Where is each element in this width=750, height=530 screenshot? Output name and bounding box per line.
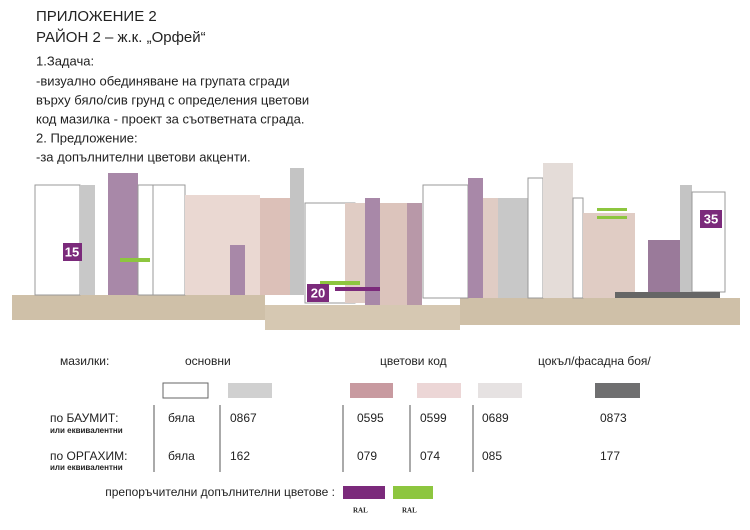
code: 0595 <box>357 411 384 425</box>
row-name: по ОРГАХИМ: <box>50 449 128 463</box>
swatches <box>153 382 640 499</box>
row-note: или еквивалентни <box>50 426 123 435</box>
code: 0873 <box>600 411 627 425</box>
subtitle: РАЙОН 2 – ж.к. „Орфей“ <box>36 28 206 46</box>
heading: цокъл/фасадна боя/ <box>538 354 651 368</box>
ral: RAL <box>353 507 368 515</box>
code: 0867 <box>230 411 257 425</box>
marker: 15 <box>65 244 79 259</box>
code: бяла <box>168 449 195 463</box>
marker: 20 <box>311 285 325 300</box>
row-name: по БАУМИТ: <box>50 411 119 425</box>
heading: мазилки: <box>60 354 109 368</box>
ral: RAL <box>402 507 417 515</box>
skyline <box>12 163 740 330</box>
code: 085 <box>482 449 502 463</box>
note: -визуално обединяване на групата сгради <box>36 73 290 88</box>
title: ПРИЛОЖЕНИЕ 2 <box>36 8 157 25</box>
code: 0599 <box>420 411 447 425</box>
heading: цветови код <box>380 354 447 368</box>
extra-label: препоръчителни допълнителни цветове : <box>105 485 335 499</box>
marker: 35 <box>704 211 718 226</box>
code: 079 <box>357 449 377 463</box>
row-note: или еквивалентни <box>50 463 123 472</box>
note: 2. Предложение: <box>36 130 138 145</box>
code: 074 <box>420 449 440 463</box>
code: 177 <box>600 449 620 463</box>
code: 162 <box>230 449 250 463</box>
note: код мазилка - проект за съответната сгра… <box>36 111 304 126</box>
note: -за допълнителни цветови акценти. <box>36 149 251 164</box>
note: 1.Задача: <box>36 53 94 68</box>
code: бяла <box>168 411 195 425</box>
note: върху бяло/сив грунд с определения цвето… <box>36 92 309 107</box>
code: 0689 <box>482 411 509 425</box>
heading: основни <box>185 354 231 368</box>
